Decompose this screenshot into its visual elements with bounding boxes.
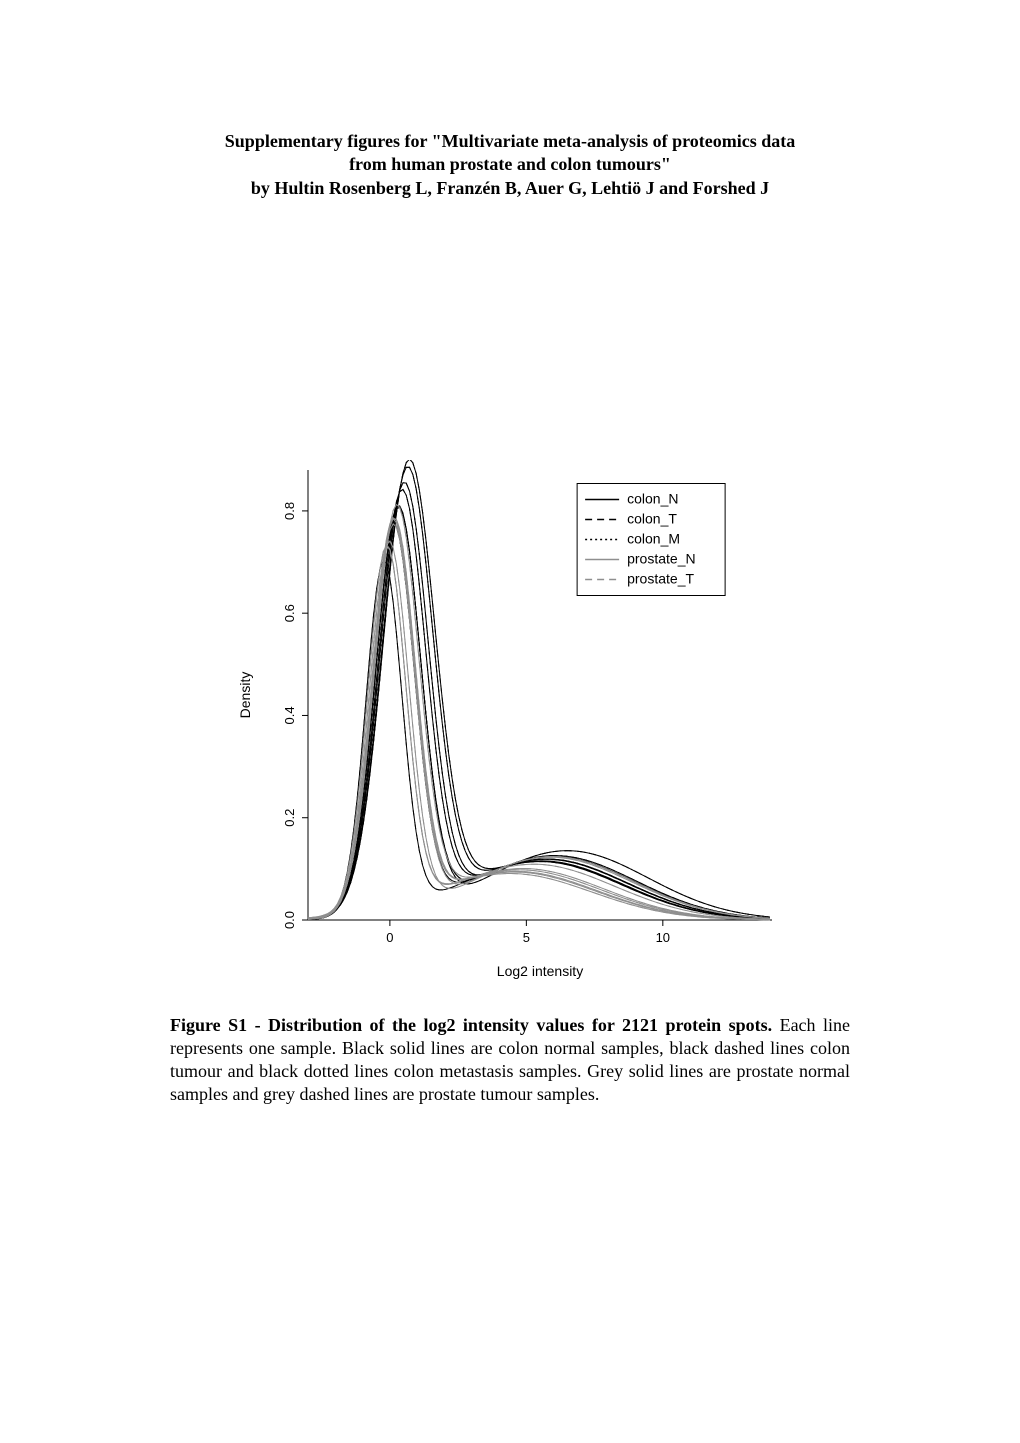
legend-label: colon_T [627, 511, 677, 527]
figure-caption: Figure S1 - Distribution of the log2 int… [170, 1014, 850, 1106]
svg-text:0.0: 0.0 [282, 911, 297, 929]
density-curve [308, 541, 770, 919]
density-curve [308, 545, 770, 920]
svg-text:Log2 intensity: Log2 intensity [497, 963, 583, 979]
title-line-3: by Hultin Rosenberg L, Franzén B, Auer G… [170, 177, 850, 200]
document-title: Supplementary figures for "Multivariate … [170, 130, 850, 200]
density-curve [308, 545, 770, 920]
figure-s1-chart: 0 5 10 Log2 intensity 0.0 0.2 0.4 0.6 0.8 Density… [230, 460, 790, 990]
title-line-1: Supplementary figures for "Multivariate … [170, 130, 850, 153]
svg-text:0.8: 0.8 [282, 502, 297, 520]
density-curve [308, 541, 770, 919]
svg-text:0.4: 0.4 [282, 707, 297, 725]
legend-label: prostate_N [627, 551, 695, 567]
legend-label: colon_N [627, 491, 678, 507]
legend-label: prostate_T [627, 571, 694, 587]
legend-label: colon_M [627, 531, 680, 547]
svg-text:0.6: 0.6 [282, 604, 297, 622]
svg-text:0: 0 [386, 930, 393, 945]
title-line-2: from human prostate and colon tumours" [170, 153, 850, 176]
svg-text:Density: Density [237, 672, 253, 719]
page: Supplementary figures for "Multivariate … [0, 0, 1020, 1106]
svg-text:10: 10 [656, 930, 670, 945]
svg-text:0.2: 0.2 [282, 809, 297, 827]
svg-text:5: 5 [523, 930, 530, 945]
caption-bold: Figure S1 - Distribution of the log2 int… [170, 1015, 772, 1035]
density-plot-svg: 0 5 10 Log2 intensity 0.0 0.2 0.4 0.6 0.8 Density… [230, 460, 790, 990]
